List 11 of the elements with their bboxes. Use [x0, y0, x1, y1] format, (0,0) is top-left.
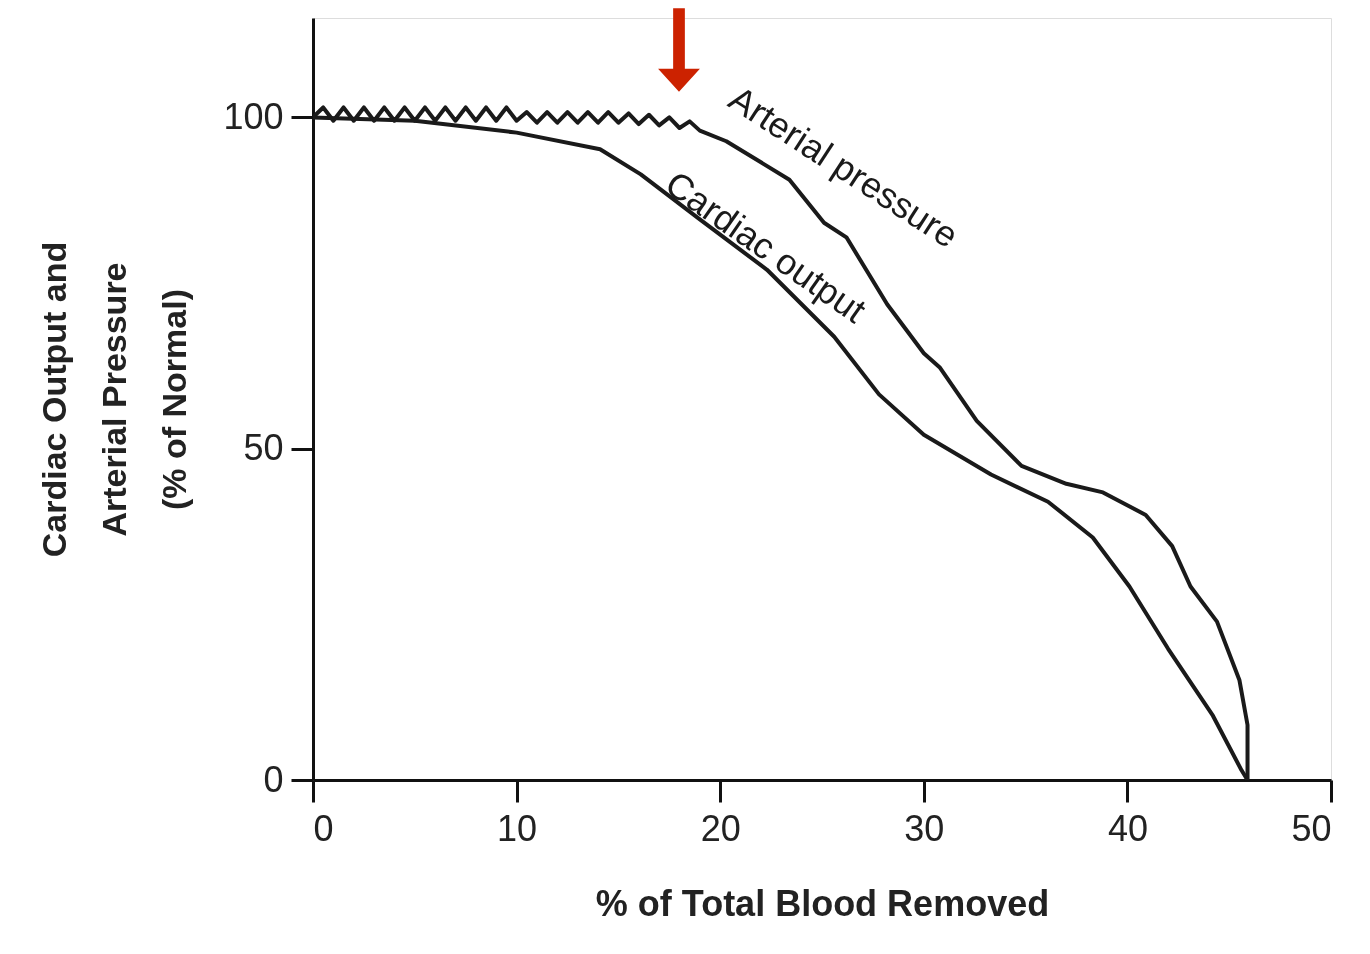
x-tick-label: 50: [1291, 807, 1332, 849]
y-tick-label: 0: [263, 758, 284, 800]
x-tick-label: 40: [1107, 807, 1148, 849]
x-tick-label: 0: [313, 807, 334, 849]
y-tick-label: 100: [223, 95, 284, 137]
y-tick-label: 50: [243, 427, 284, 469]
x-tick-label: 30: [904, 807, 945, 849]
x-axis-title: % of Total Blood Removed: [595, 882, 1050, 924]
x-tick-label: 10: [497, 807, 538, 849]
y-axis-title: Cardiac Output and Arterial Pressure (% of Normal): [35, 241, 194, 558]
x-tick-label: 20: [700, 807, 741, 849]
